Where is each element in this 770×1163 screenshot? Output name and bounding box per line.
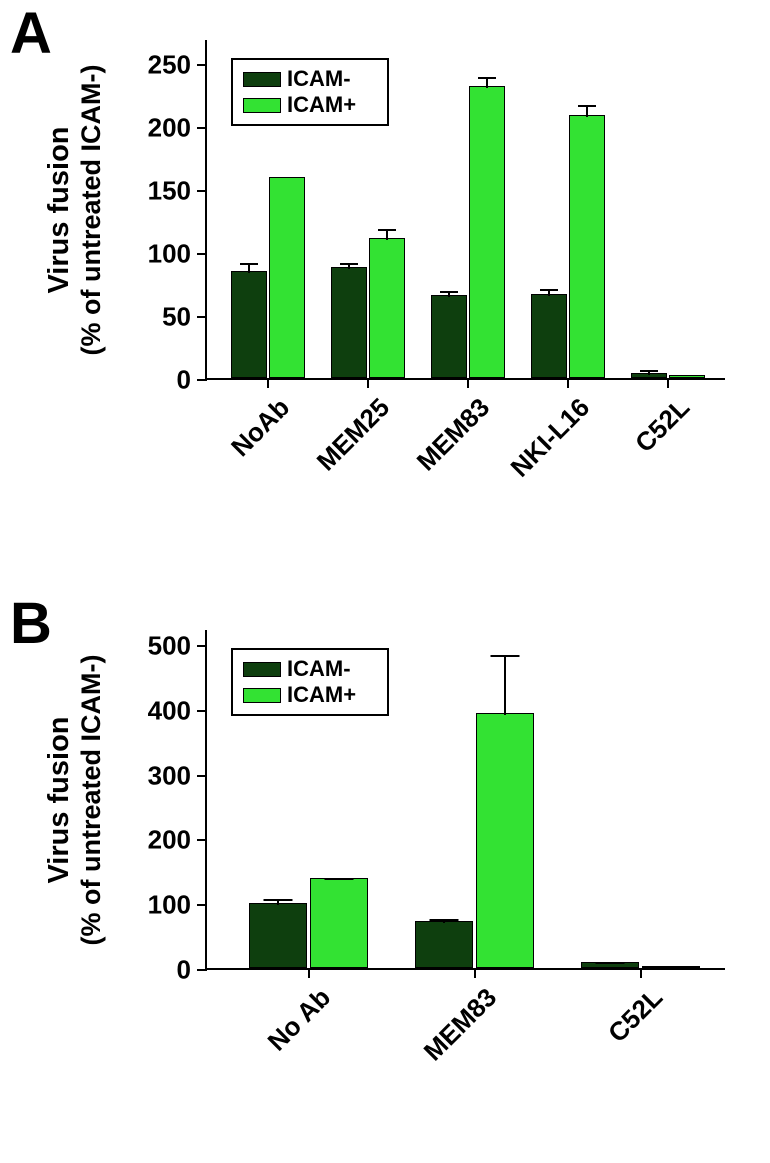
y-tick-label: 200: [148, 825, 207, 856]
error-cap: [578, 105, 596, 107]
panel-a-yaxis-title: Virus fusion (% of untreated ICAM-): [43, 65, 107, 356]
bar-icam-pos: [669, 375, 705, 378]
error-cap: [430, 919, 459, 921]
y-tick-label: 0: [177, 365, 207, 396]
bar-icam-pos: [269, 177, 305, 378]
y-tick-label: 150: [148, 176, 207, 207]
error-cap: [240, 263, 258, 265]
bar-icam-pos: [642, 966, 700, 968]
x-tick: [367, 378, 369, 388]
panel-a-label: A: [10, 0, 52, 67]
x-tick-label: NKI-L16: [505, 392, 596, 483]
x-tick-label: C52L: [629, 392, 696, 459]
y-tick-label: 50: [162, 302, 207, 333]
legend-swatch: [243, 688, 281, 703]
error-cap: [325, 878, 354, 880]
x-tick-label: MEM25: [311, 392, 396, 477]
error-cap: [540, 289, 558, 291]
x-tick-label: NoAb: [225, 392, 296, 463]
error-cap: [264, 899, 293, 901]
y-tick-label: 100: [148, 890, 207, 921]
legend-item: ICAM+: [243, 682, 377, 708]
panel-b-label: B: [10, 590, 52, 657]
y-tick-label: 200: [148, 113, 207, 144]
x-tick-label: No Ab: [261, 982, 336, 1057]
bar-icam-neg: [531, 294, 567, 378]
panel-b-plot: 0100200300400500No AbMEM83C52LICAM-ICAM+: [205, 630, 725, 970]
x-tick-label: C52L: [602, 982, 669, 1049]
legend-label: ICAM-: [287, 656, 351, 682]
legend-swatch: [243, 98, 281, 113]
legend-swatch: [243, 72, 281, 87]
legend-item: ICAM-: [243, 656, 377, 682]
error-cap: [491, 655, 520, 657]
x-tick-label: MEM83: [417, 982, 502, 1067]
error-cap: [340, 263, 358, 265]
panel-b-yaxis-title: Virus fusion (% of untreated ICAM-): [43, 655, 107, 946]
bar-icam-neg: [231, 271, 267, 378]
y-tick-label: 100: [148, 239, 207, 270]
x-tick: [640, 968, 642, 978]
legend-label: ICAM+: [287, 682, 356, 708]
error-cap: [440, 291, 458, 293]
bar-icam-pos: [310, 878, 368, 968]
legend-label: ICAM-: [287, 66, 351, 92]
error-cap: [378, 229, 396, 231]
bar-icam-pos: [369, 238, 405, 378]
legend: ICAM-ICAM+: [231, 58, 389, 126]
legend-item: ICAM-: [243, 66, 377, 92]
legend-item: ICAM+: [243, 92, 377, 118]
figure: A Virus fusion (% of untreated ICAM-) 05…: [0, 0, 770, 1163]
x-tick: [308, 968, 310, 978]
error-cap: [596, 962, 625, 964]
bar-icam-pos: [469, 86, 505, 378]
legend: ICAM-ICAM+: [231, 648, 389, 716]
x-tick: [267, 378, 269, 388]
panel-a-plot: 050100150200250NoAbMEM25MEM83NKI-L16C52L…: [205, 40, 725, 380]
bar-icam-neg: [415, 921, 473, 968]
x-tick: [474, 968, 476, 978]
x-tick: [467, 378, 469, 388]
bar-icam-pos: [569, 115, 605, 378]
x-tick: [567, 378, 569, 388]
error-bar: [504, 655, 506, 715]
yaxis-line2: (% of untreated ICAM-): [76, 65, 107, 356]
yaxis-line1: Virus fusion: [43, 65, 76, 356]
bar-icam-pos: [476, 713, 534, 968]
x-tick: [667, 378, 669, 388]
y-tick-label: 0: [177, 955, 207, 986]
bar-icam-neg: [249, 903, 307, 968]
bar-icam-neg: [431, 295, 467, 378]
yaxis-line1-b: Virus fusion: [43, 655, 76, 946]
y-tick-label: 500: [148, 631, 207, 662]
x-tick-label: MEM83: [411, 392, 496, 477]
bar-icam-neg: [331, 267, 367, 378]
error-cap: [478, 77, 496, 79]
legend-label: ICAM+: [287, 92, 356, 118]
y-tick-label: 250: [148, 50, 207, 81]
error-cap: [640, 370, 658, 372]
yaxis-line2-b: (% of untreated ICAM-): [76, 655, 107, 946]
legend-swatch: [243, 662, 281, 677]
y-tick-label: 300: [148, 760, 207, 791]
y-tick-label: 400: [148, 695, 207, 726]
